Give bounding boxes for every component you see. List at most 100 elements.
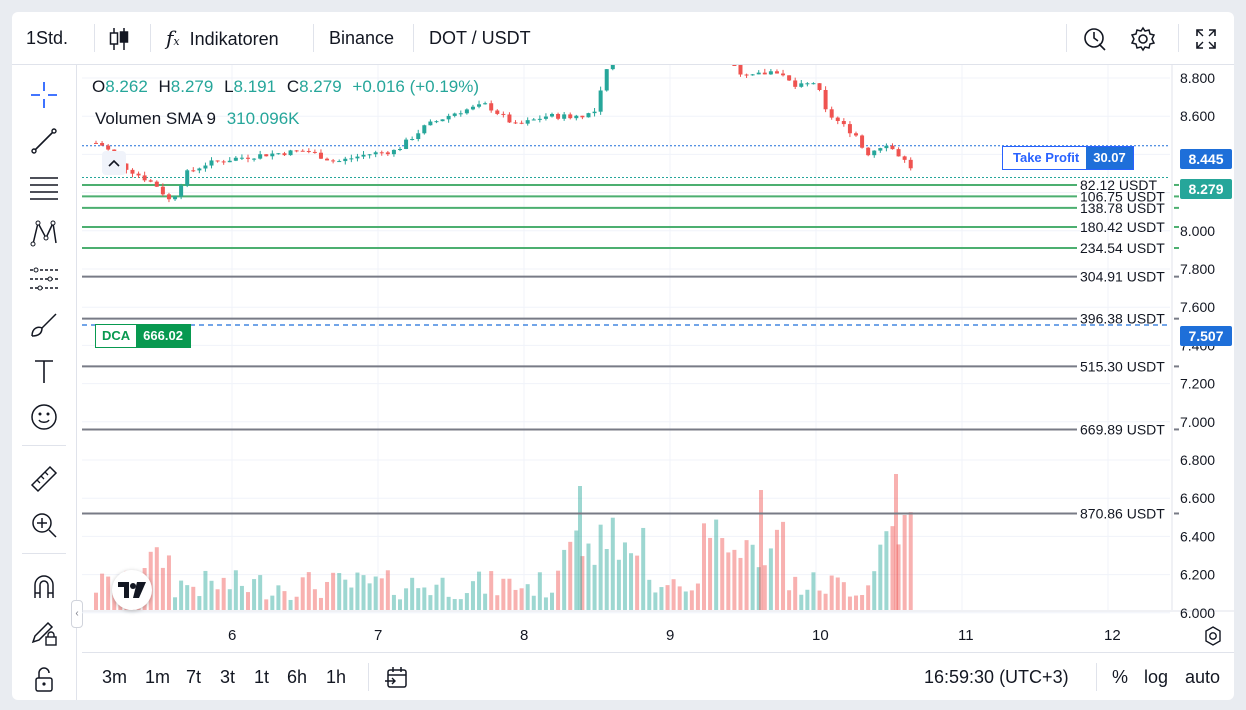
volume-bar	[239, 585, 244, 610]
legend-collapse-button[interactable]	[102, 151, 126, 175]
tool-divider	[22, 553, 66, 554]
toolbar-collapse-handle[interactable]: ‹	[71, 600, 83, 628]
price-tick-label: 6.200	[1180, 567, 1215, 583]
volume-bar	[902, 514, 907, 610]
time-tick-label: 7	[374, 627, 382, 644]
pattern-tool[interactable]	[26, 215, 62, 251]
volume-bar	[578, 486, 582, 610]
tool-divider	[22, 445, 66, 446]
candle-body	[349, 158, 354, 160]
volume-bar	[908, 512, 913, 610]
candle-body	[774, 71, 779, 74]
candle-body	[410, 139, 415, 141]
magnet-tool[interactable]	[26, 569, 62, 605]
scale-settings-button[interactable]	[1202, 625, 1228, 651]
candle-body	[562, 114, 567, 119]
toolbar-divider	[1178, 24, 1179, 52]
candle-body	[768, 71, 773, 75]
symbol-button[interactable]: DOT / USDT	[429, 28, 531, 48]
range-7t[interactable]: 7t	[186, 667, 202, 687]
goto-date-button[interactable]	[384, 653, 412, 700]
dca-tag[interactable]: DCA 666.02	[95, 324, 191, 348]
toolbar-divider	[1096, 663, 1097, 691]
volume-bar	[525, 584, 530, 610]
text-tool[interactable]	[26, 353, 62, 389]
lock-all-tool[interactable]	[26, 661, 62, 697]
volume-bar	[331, 572, 336, 610]
order-line-label: 138.78 USDT	[1080, 200, 1165, 216]
low-label: L	[224, 77, 234, 96]
volume-bar	[896, 544, 901, 610]
crosshair-tool[interactable]	[26, 77, 62, 113]
alert-button[interactable]	[1082, 12, 1110, 64]
trend-line-icon	[31, 128, 57, 154]
candle-body	[823, 89, 828, 110]
volume-bar	[294, 596, 299, 610]
percent-toggle[interactable]: %	[1112, 667, 1129, 687]
tradingview-logo[interactable]	[112, 570, 152, 610]
range-1m[interactable]: 1m	[145, 667, 171, 687]
candle-body	[835, 117, 840, 122]
volume-bar	[154, 547, 159, 610]
volume-bar	[695, 583, 700, 610]
volume-bar	[738, 557, 743, 610]
chart-type-button[interactable]	[108, 12, 132, 64]
settings-button[interactable]	[1130, 12, 1158, 64]
volume-bar	[556, 570, 561, 610]
candle-body	[264, 154, 269, 157]
lock-drawing-tool[interactable]	[26, 615, 62, 651]
drawing-toolbar	[12, 65, 77, 700]
exchange-button[interactable]: Binance	[329, 28, 395, 48]
interval-button[interactable]: 1Std.	[26, 28, 69, 48]
range-3m[interactable]: 3m	[102, 667, 128, 687]
candle-body	[136, 173, 141, 176]
current-price-label: 8.279	[1180, 179, 1232, 199]
calendar-arrow-icon	[385, 667, 407, 688]
volume-bar	[489, 571, 494, 610]
range-1h[interactable]: 1h	[326, 667, 347, 687]
candle-body	[227, 160, 232, 163]
candle-body	[148, 180, 153, 182]
forecast-tool[interactable]	[26, 261, 62, 297]
range-1t[interactable]: 1t	[254, 667, 270, 687]
candle-body	[817, 83, 822, 90]
candle-body	[124, 163, 129, 170]
candle-body	[489, 103, 494, 111]
indicators-button[interactable]: fx Indikatoren	[166, 12, 279, 64]
take-profit-tag[interactable]: Take Profit 30.07	[1002, 146, 1134, 170]
range-6h[interactable]: 6h	[287, 667, 308, 687]
candle-body	[422, 125, 427, 134]
volume-bar	[221, 577, 226, 610]
auto-toggle[interactable]: auto	[1185, 667, 1221, 687]
volume-bar	[428, 595, 433, 610]
brush-tool[interactable]	[26, 307, 62, 343]
ruler-tool[interactable]	[26, 461, 62, 497]
bottom-toolbar: 3m 1m 7t 3t 1t 6h 1h 16:59:30 (UTC+3) % …	[82, 652, 1234, 700]
log-toggle[interactable]: log	[1144, 667, 1169, 687]
timezone-clock[interactable]: 16:59:30 (UTC+3)	[924, 667, 1069, 687]
volume-bar	[635, 555, 640, 610]
volume-bar	[683, 591, 688, 610]
price-tick-label: 6.600	[1180, 490, 1215, 506]
volume-bar	[787, 590, 792, 610]
chart-pane[interactable]: 82.12 USDT 106.75 USDT 138.78 USDT 180.42 U…	[82, 65, 1234, 650]
range-3t[interactable]: 3t	[220, 667, 236, 687]
candle-body	[282, 153, 287, 156]
fib-tool[interactable]	[26, 169, 62, 205]
zoom-tool[interactable]	[26, 507, 62, 543]
fullscreen-button[interactable]	[1194, 12, 1222, 64]
price-tick-label: 7.600	[1180, 299, 1215, 315]
volume-bar	[835, 577, 840, 610]
time-tick-label: 8	[520, 627, 528, 644]
emoji-tool[interactable]	[26, 399, 62, 435]
volume-bar	[288, 599, 293, 610]
volume-bar	[94, 592, 98, 610]
candle-body	[610, 65, 615, 70]
take-profit-price-label: 8.445	[1180, 149, 1232, 169]
order-line-label: 82.12 USDT	[1080, 177, 1157, 193]
volume-bar	[598, 524, 603, 610]
candle-body	[367, 154, 372, 156]
trend-line-tool[interactable]	[26, 123, 62, 159]
candle-body	[239, 157, 244, 159]
